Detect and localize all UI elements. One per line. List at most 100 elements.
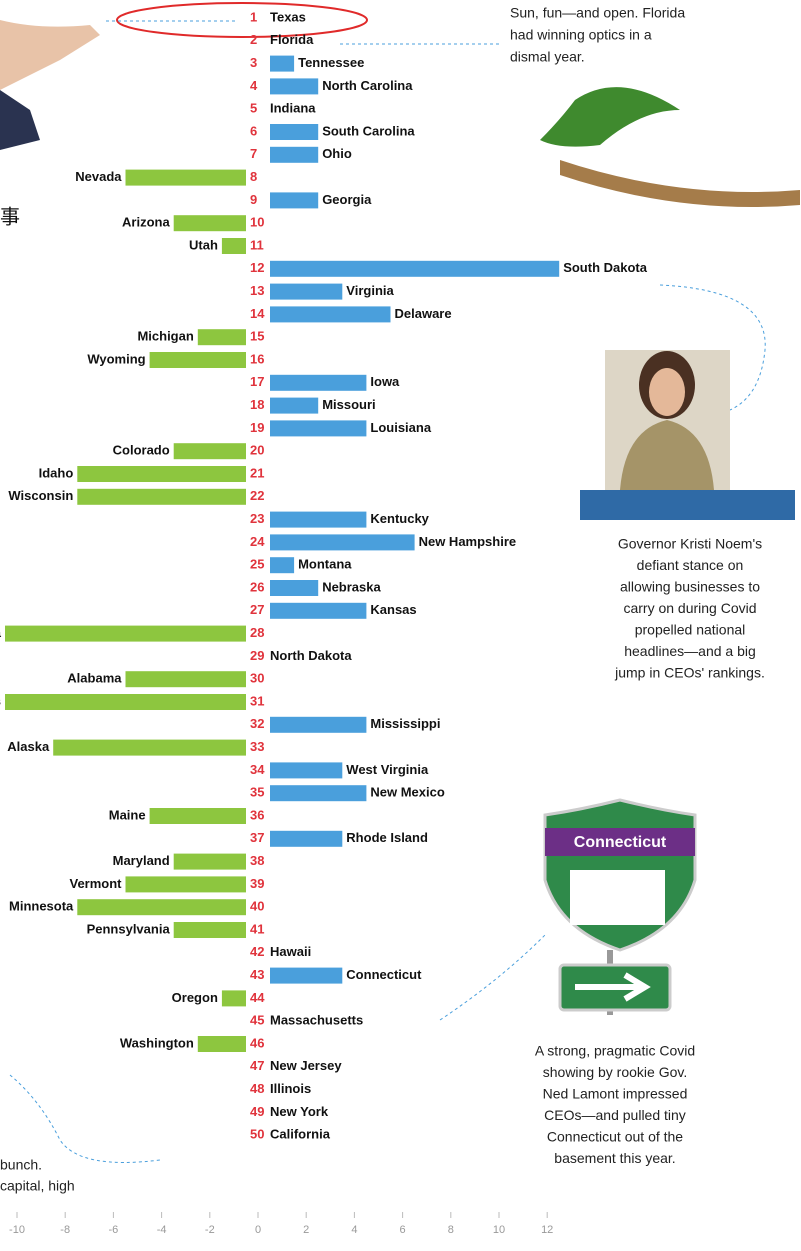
rank-label: 4 — [250, 78, 258, 93]
rank-label: 50 — [250, 1127, 264, 1142]
annotation: carry on during Covid — [623, 600, 756, 616]
rank-label: 30 — [250, 671, 264, 686]
rank-label: 43 — [250, 967, 264, 982]
state-label: Minnesota — [9, 899, 74, 914]
state-label: Michigan — [137, 329, 193, 344]
bar — [53, 739, 247, 756]
rank-label: 42 — [250, 944, 264, 959]
rank-label: 16 — [250, 351, 264, 366]
bar — [125, 671, 246, 688]
state-label: Illinois — [270, 1081, 311, 1096]
annotation: propelled national — [635, 622, 746, 638]
rank-label: 22 — [250, 488, 264, 503]
state-label: Mississippi — [370, 716, 440, 731]
bar — [270, 830, 343, 847]
state-label: Montana — [298, 557, 352, 572]
bar — [270, 124, 319, 140]
palm-trunk — [560, 160, 800, 207]
bar — [221, 238, 246, 254]
state-label: Maryland — [113, 853, 170, 868]
x-tick-label: 10 — [493, 1224, 505, 1236]
arrow — [659, 284, 766, 413]
x-tick-label: 6 — [400, 1224, 406, 1236]
state-label: Vermont — [69, 876, 122, 891]
state-label: South Carolina — [322, 123, 415, 138]
bar — [149, 352, 246, 368]
state-label: Missouri — [322, 397, 375, 412]
state-label: Arizona — [122, 215, 170, 230]
rank-label: 28 — [250, 625, 264, 640]
state-label: Texas — [270, 9, 306, 24]
state-label: Rhode Island — [346, 830, 428, 845]
annotation: CEOs—and pulled tiny — [544, 1107, 686, 1123]
bar — [197, 1036, 246, 1052]
sleeve-illustration — [0, 90, 40, 150]
rank-label: 41 — [250, 921, 264, 936]
state-shape — [570, 870, 665, 925]
state-label: New York — [270, 1104, 329, 1119]
rank-label: 7 — [250, 146, 257, 161]
x-tick-label: 4 — [351, 1224, 357, 1236]
bar — [270, 602, 367, 619]
hand-illustration — [0, 20, 100, 90]
state-label: West Virginia — [346, 762, 429, 777]
state-label: South Dakota — [563, 260, 648, 275]
rank-label: 6 — [250, 123, 257, 138]
rank-label: 34 — [250, 762, 265, 777]
state-label: Delaware — [395, 306, 452, 321]
bar — [270, 967, 343, 984]
state-label: Wyoming — [87, 351, 145, 366]
rank-label: 40 — [250, 899, 264, 914]
rank-label: 15 — [250, 329, 264, 344]
rank-label: 35 — [250, 785, 264, 800]
state-label: Florida — [270, 32, 314, 47]
rank-label: 47 — [250, 1058, 264, 1073]
bar — [77, 488, 246, 505]
bar — [77, 466, 246, 482]
bar — [173, 443, 246, 460]
highlight-ellipse — [116, 2, 368, 38]
rank-label: 23 — [250, 511, 264, 526]
rank-label: 46 — [250, 1035, 264, 1050]
bar — [270, 716, 367, 733]
bar — [270, 192, 319, 209]
state-label: Massachusetts — [270, 1013, 363, 1028]
bar — [5, 694, 246, 710]
state-label: Indiana — [270, 101, 316, 116]
rank-label: 9 — [250, 192, 257, 207]
rank-label: 45 — [250, 1013, 264, 1028]
bar — [270, 146, 319, 163]
rank-label: 26 — [250, 579, 264, 594]
annotation: defiant stance on — [637, 557, 744, 573]
rank-label: 37 — [250, 830, 264, 845]
state-label: Maine — [109, 807, 146, 822]
state-label: Wisconsin — [8, 488, 73, 503]
rank-label: 11 — [250, 237, 264, 252]
state-label: Tennessee — [298, 55, 364, 70]
bar — [270, 534, 415, 551]
bar — [270, 762, 343, 779]
x-tick-label: -10 — [9, 1224, 25, 1236]
state-label: Ohio — [322, 146, 352, 161]
state-label: Hawaii — [270, 944, 311, 959]
x-tick-label: 8 — [448, 1224, 454, 1236]
state-label: Kentucky — [370, 511, 429, 526]
state-label: Colorado — [113, 443, 170, 458]
bar — [197, 329, 246, 346]
annotation: jump in CEOs' rankings. — [614, 665, 765, 681]
sign-arrow — [575, 972, 651, 1002]
rank-label: 8 — [250, 169, 257, 184]
state-label: New Hampshire — [419, 534, 517, 549]
bar — [173, 215, 246, 232]
bar — [270, 306, 391, 323]
bar — [270, 557, 295, 574]
rank-label: 33 — [250, 739, 264, 754]
sign-text: Connecticut — [574, 834, 667, 851]
bar — [270, 283, 343, 300]
state-label: Alabama — [67, 671, 122, 686]
rank-label: 48 — [250, 1081, 264, 1096]
rank-label: 18 — [250, 397, 264, 412]
rank-label: 20 — [250, 443, 264, 458]
rank-label: 1 — [250, 9, 257, 24]
sign-banner — [545, 828, 695, 856]
